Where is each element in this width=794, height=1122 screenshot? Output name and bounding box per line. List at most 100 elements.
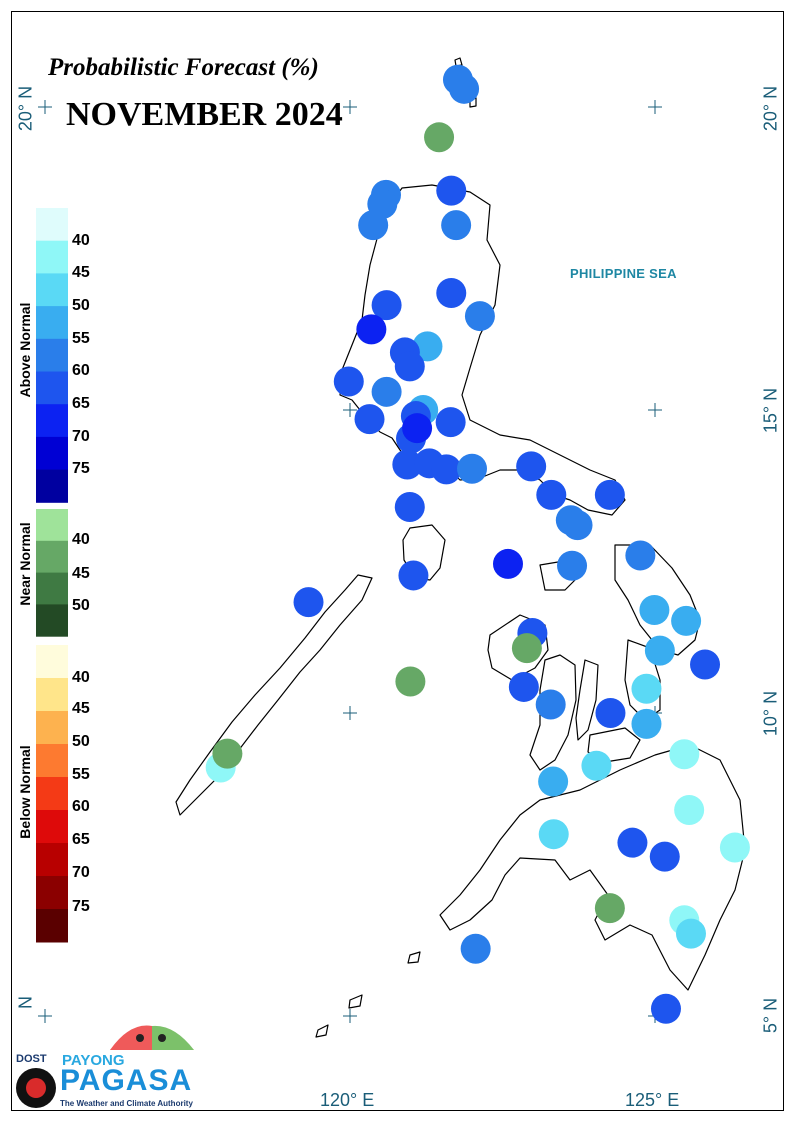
legend-above-tick: 50 [72, 297, 90, 314]
station-marker [356, 314, 387, 345]
forecast-subtitle: Probabilistic Forecast (%) [48, 54, 319, 81]
pagasa-umbrella-icon [16, 1025, 194, 1108]
station-marker [557, 550, 588, 581]
legend-color-bars [36, 208, 68, 943]
philippine-sea-label: PHILIPPINE SEA [570, 266, 677, 281]
station-marker [674, 794, 705, 825]
station-marker [536, 479, 567, 510]
station-marker [508, 671, 539, 702]
legend-above-tick: 65 [72, 395, 90, 412]
legend-below-tick: 40 [72, 669, 90, 686]
legend-swatch-above [36, 436, 68, 471]
legend-swatch-below [36, 810, 68, 844]
map-frame [11, 11, 784, 1111]
station-marker [358, 210, 389, 241]
legend-swatch-above [36, 306, 68, 340]
station-marker [650, 993, 681, 1024]
legend-above-tick: 70 [72, 428, 90, 445]
station-marker [402, 413, 433, 444]
legend-swatch-near [36, 572, 68, 605]
station-marker [460, 933, 491, 964]
legend-swatch-above [36, 404, 68, 438]
legend-swatch-near [36, 509, 68, 542]
station-marker [581, 750, 612, 781]
payong-label: PAYONG [62, 1052, 125, 1069]
legend-above-tick: 60 [72, 362, 90, 379]
lon-label-120e: 120° E [320, 1090, 375, 1110]
legend-near-tick: 45 [72, 565, 90, 582]
station-marker [464, 301, 495, 332]
pagasa-logo: DOST PAYONG PAGASA The Weather and Clima… [12, 1020, 202, 1115]
station-marker [535, 689, 566, 720]
station-marker [594, 893, 625, 924]
station-marker [424, 122, 455, 153]
station-marker [436, 175, 467, 206]
station-marker [333, 366, 364, 397]
legend-swatch-below [36, 843, 68, 877]
legend-swatch-above [36, 469, 68, 503]
station-marker [449, 73, 480, 104]
station-marker [431, 454, 462, 485]
lat-label-20n-left: 20° N [15, 85, 36, 132]
station-marker [649, 841, 680, 872]
legend-below-tick: 50 [72, 733, 90, 750]
station-marker [457, 453, 487, 484]
legend-swatch-near [36, 604, 68, 637]
legend-swatch-above [36, 273, 68, 307]
legend-above-tick: 75 [72, 460, 90, 477]
station-marker [538, 766, 569, 797]
legend-swatch-near [36, 540, 68, 574]
station-marker [492, 548, 523, 579]
lon-label-125e: 125° E [625, 1090, 680, 1110]
legend-below-tick: 70 [72, 864, 90, 881]
station-marker [441, 210, 472, 241]
legend-swatch-above [36, 338, 68, 372]
station-marker [394, 351, 425, 382]
legend-near-tick: 40 [72, 531, 90, 548]
legend-swatch-below [36, 876, 68, 910]
lat-label-20n-right: 20° N [760, 85, 781, 132]
station-marker [562, 510, 593, 541]
pagasa-label: PAGASA [60, 1064, 193, 1097]
station-marker [538, 819, 569, 850]
legend-below-tick: 55 [72, 766, 90, 783]
pagasa-tagline: The Weather and Climate Authority [60, 1099, 193, 1108]
legend-near-tick: 50 [72, 597, 90, 614]
station-marker [644, 635, 675, 666]
lat-label-10n-right: 10° N [760, 690, 781, 737]
station-marker [516, 451, 547, 482]
station-marker [595, 698, 626, 728]
station-marker [293, 587, 324, 618]
legend-above-tick: 40 [72, 232, 90, 249]
dost-label: DOST [16, 1053, 47, 1065]
station-marker [435, 407, 466, 438]
legend-above-tick: 45 [72, 264, 90, 281]
legend-near-normal-title: Near Normal [17, 522, 33, 606]
legend-swatch-above [36, 371, 68, 405]
legend-swatch-below [36, 909, 68, 943]
station-marker [719, 832, 750, 863]
station-marker [394, 491, 425, 522]
legend-swatch-below [36, 645, 68, 679]
station-marker [631, 673, 662, 704]
station-marker [671, 605, 702, 636]
station-marker [511, 633, 542, 664]
station-marker [392, 449, 423, 480]
station-marker [436, 278, 467, 309]
station-marker [625, 540, 656, 571]
station-marker [371, 376, 402, 407]
station-marker [690, 649, 721, 680]
station-marker [395, 666, 426, 697]
station-marker [212, 738, 243, 769]
legend-below-tick: 75 [72, 898, 90, 915]
station-marker [354, 404, 385, 435]
legend-swatch-below [36, 744, 68, 778]
legend-swatch-below [36, 678, 68, 712]
lat-label-15n-right: 15° N [760, 387, 781, 434]
station-markers [205, 64, 750, 1024]
legend-above-normal-title: Above Normal [17, 302, 33, 398]
station-marker [639, 594, 670, 625]
coastline-outline [175, 57, 746, 1038]
legend-below-tick: 45 [72, 700, 90, 717]
